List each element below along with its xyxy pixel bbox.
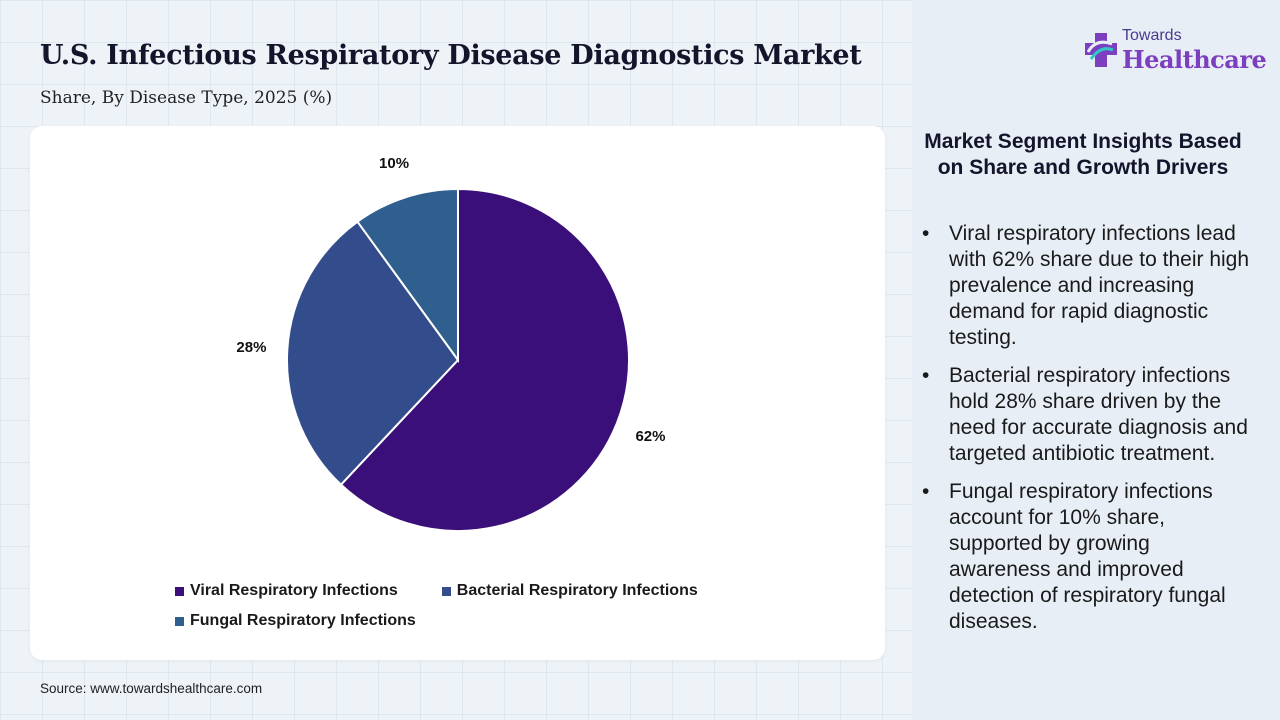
bullet-icon: • [922, 222, 930, 245]
insights-list: • Viral respiratory infections lead with… [922, 221, 1252, 647]
bullet-icon: • [922, 364, 930, 387]
chart-area: U.S. Infectious Respiratory Disease Diag… [30, 40, 885, 696]
insight-text-viral: Viral respiratory infections lead with 6… [949, 222, 1250, 349]
pie-chart: 62% 28% 10% [236, 155, 665, 532]
legend-label-fungal: Fungal Respiratory Infections [190, 612, 416, 629]
page-title: U.S. Infectious Respiratory Disease Diag… [40, 40, 862, 71]
insight-item-fungal: • Fungal respiratory infections account … [922, 479, 1252, 635]
logo-text-towards: Towards [1122, 27, 1182, 44]
legend-swatch-viral [175, 586, 184, 596]
legend-label-bacterial: Bacterial Respiratory Infections [456, 582, 698, 599]
legend-item-fungal: Fungal Respiratory Infections [175, 606, 416, 636]
legend-label-viral: Viral Respiratory Infections [190, 582, 398, 599]
source-note: Source: www.towardshealthcare.com [40, 681, 263, 696]
legend-swatch-bacterial [441, 586, 451, 596]
data-label-viral: 62% [635, 428, 665, 445]
pie-slice-bacterial [286, 220, 460, 487]
insight-text-bacterial: Bacterial respiratory infections hold 28… [949, 364, 1248, 465]
medical-cross-icon [1085, 33, 1117, 67]
insight-item-bacterial: • Bacterial respiratory infections hold … [922, 363, 1252, 467]
chart-subtitle: Share, By Disease Type, 2025 (%) [40, 88, 333, 108]
insights-title: Market Segment Insights Based on Share a… [924, 130, 1242, 179]
chart-legend: Viral Respiratory Infections Bacterial R… [175, 576, 815, 636]
data-label-bacterial: 28% [236, 339, 266, 356]
chart-card: 62% 28% 10% Viral Respiratory Infections B… [30, 126, 885, 660]
data-label-fungal: 10% [379, 155, 409, 172]
logo-text-healthcare: Healthcare [1122, 45, 1267, 74]
insight-item-viral: • Viral respiratory infections lead with… [922, 221, 1252, 351]
towards-healthcare-logo: Towards Healthcare [1082, 26, 1267, 78]
bullet-icon: • [922, 480, 930, 503]
pie-slice-fungal [356, 187, 459, 364]
legend-swatch-fungal [175, 616, 184, 626]
legend-item-bacterial: Bacterial Respiratory Infections [441, 576, 698, 606]
legend-item-viral: Viral Respiratory Infections [175, 576, 398, 606]
pie-slice-viral [339, 187, 630, 532]
insights-panel: Towards Healthcare Market Segment Insigh… [912, 0, 1280, 720]
insight-text-fungal: Fungal respiratory infections account fo… [949, 480, 1226, 633]
